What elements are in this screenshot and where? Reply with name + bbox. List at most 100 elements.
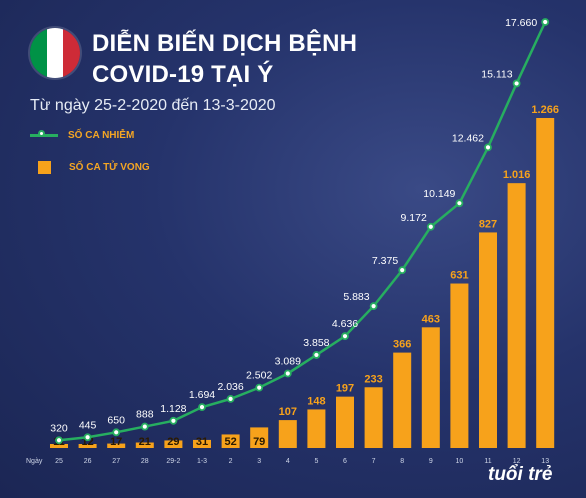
x-axis-tick-label: 1-3 — [197, 458, 207, 465]
infections-point-label: 5.883 — [343, 291, 369, 303]
infections-point-label: 4.636 — [332, 318, 358, 330]
infections-point-label: 3.089 — [275, 355, 301, 367]
infections-line — [58, 21, 547, 442]
infections-point — [283, 369, 292, 378]
x-axis-tick-label: 2 — [229, 458, 233, 465]
death-bar-label: 366 — [393, 339, 411, 351]
italy-flag-icon — [30, 28, 80, 78]
legend-line-marker-icon — [30, 130, 58, 137]
death-bar — [135, 442, 154, 448]
legend-item-infections: SỐ CA NHIỄM — [30, 130, 134, 141]
x-axis-tick-label: 4 — [286, 458, 290, 465]
infections-point-label: 2.502 — [246, 370, 272, 382]
x-axis-tick-label: 11 — [484, 458, 491, 465]
death-bar — [307, 409, 326, 448]
x-axis-tick-label: 28 — [141, 458, 149, 465]
death-bar — [78, 444, 97, 448]
infections-point-label: 445 — [79, 419, 97, 431]
x-axis-tick-label: 9 — [429, 458, 433, 465]
death-bar-label: 52 — [224, 436, 236, 448]
x-axis-tick-label: 27 — [112, 458, 120, 465]
infections-point-label: 17.660 — [505, 17, 537, 29]
x-axis-tick-label: 12 — [513, 458, 521, 465]
legend-item-deaths: SỐ CA TỬ VONG — [30, 161, 150, 174]
infections-point — [484, 143, 492, 152]
flag-green-stripe — [30, 28, 47, 78]
infections-point — [55, 436, 63, 445]
death-bar-label: 148 — [307, 395, 325, 407]
death-bar-label: 1.016 — [503, 169, 531, 181]
death-bar — [193, 439, 211, 448]
infections-point-label: 1.694 — [189, 389, 215, 401]
infections-point-label: 15.113 — [481, 68, 512, 80]
x-axis-tick-label: 25 — [55, 458, 63, 465]
x-axis-tick-label: 13 — [541, 458, 549, 465]
chart-title-line1: DIỄN BIẾN DỊCH BỆNH — [92, 30, 358, 57]
infections-point-label: 320 — [50, 422, 68, 434]
infections-point — [140, 422, 149, 431]
infections-point — [426, 222, 435, 231]
chart-subtitle: Từ ngày 25-2-2020 đến 13-3-2020 — [30, 97, 276, 114]
death-bar — [479, 232, 497, 448]
death-bar-label: 463 — [422, 313, 440, 325]
death-bar — [250, 427, 269, 448]
x-axis-tick-label: 3 — [257, 458, 261, 465]
infections-point-label: 1.128 — [160, 403, 186, 415]
infections-point — [341, 332, 349, 341]
death-bar — [507, 183, 526, 448]
infections-point — [455, 199, 464, 208]
x-axis-tick-label: 26 — [84, 458, 92, 465]
death-bar-label: 631 — [450, 270, 468, 282]
infections-point-label: 888 — [136, 409, 154, 421]
x-axis-tick-label: 29-2 — [166, 458, 180, 465]
legend-bar-marker-icon — [38, 161, 51, 174]
infections-point — [255, 383, 264, 392]
x-axis-tick-label: 8 — [400, 458, 404, 465]
infections-point — [369, 302, 378, 310]
infections-point — [83, 433, 92, 442]
flag-red-stripe — [63, 28, 80, 78]
death-bar-label: 197 — [336, 383, 354, 395]
death-bar-label: 21 — [139, 436, 151, 448]
death-bar-label: 233 — [364, 373, 382, 385]
infections-point — [169, 416, 178, 425]
x-axis-prefix-label: Ngày — [26, 458, 43, 465]
death-bar — [221, 434, 240, 448]
x-axis-tick-label: 7 — [372, 458, 376, 465]
infections-point-label: 2.036 — [217, 381, 243, 393]
infections-point — [398, 266, 407, 274]
infections-point-label: 10.149 — [423, 188, 455, 200]
infections-point-label: 7.375 — [372, 255, 398, 267]
death-bar — [336, 396, 354, 448]
flag-white-stripe — [46, 28, 64, 78]
infections-point — [198, 403, 206, 412]
death-bar — [536, 118, 555, 448]
death-bar — [364, 387, 383, 448]
infections-point — [541, 18, 550, 26]
chart-title-line2: COVID-19 TẠI Ý — [92, 61, 274, 88]
infections-point — [226, 394, 235, 403]
legend-label-infections: SỐ CA NHIỄM — [68, 130, 135, 141]
x-axis-tick-label: 5 — [314, 458, 318, 465]
legend-label-deaths: SỐ CA TỬ VONG — [69, 162, 150, 173]
infections-point-label: 12.462 — [452, 132, 484, 144]
death-bar — [278, 420, 297, 448]
infections-point — [112, 428, 121, 437]
infections-point-label: 650 — [107, 414, 125, 426]
death-bar-label: 1.266 — [531, 104, 559, 116]
death-bar — [164, 440, 183, 448]
x-axis-tick-label: 10 — [456, 458, 464, 465]
death-bar-label: 17 — [110, 436, 122, 448]
death-bar-label: 107 — [279, 406, 297, 418]
death-bar-label: 29 — [167, 436, 179, 448]
death-bar — [107, 443, 126, 448]
infections-point-label: 9.172 — [401, 212, 427, 224]
infections-point-label: 3.858 — [303, 337, 329, 349]
x-axis-tick-label: 6 — [343, 458, 347, 465]
death-bar-label: 31 — [196, 436, 208, 448]
infections-point — [312, 351, 321, 359]
death-bar — [50, 444, 68, 448]
death-bar — [421, 327, 440, 448]
infections-point — [512, 79, 521, 88]
